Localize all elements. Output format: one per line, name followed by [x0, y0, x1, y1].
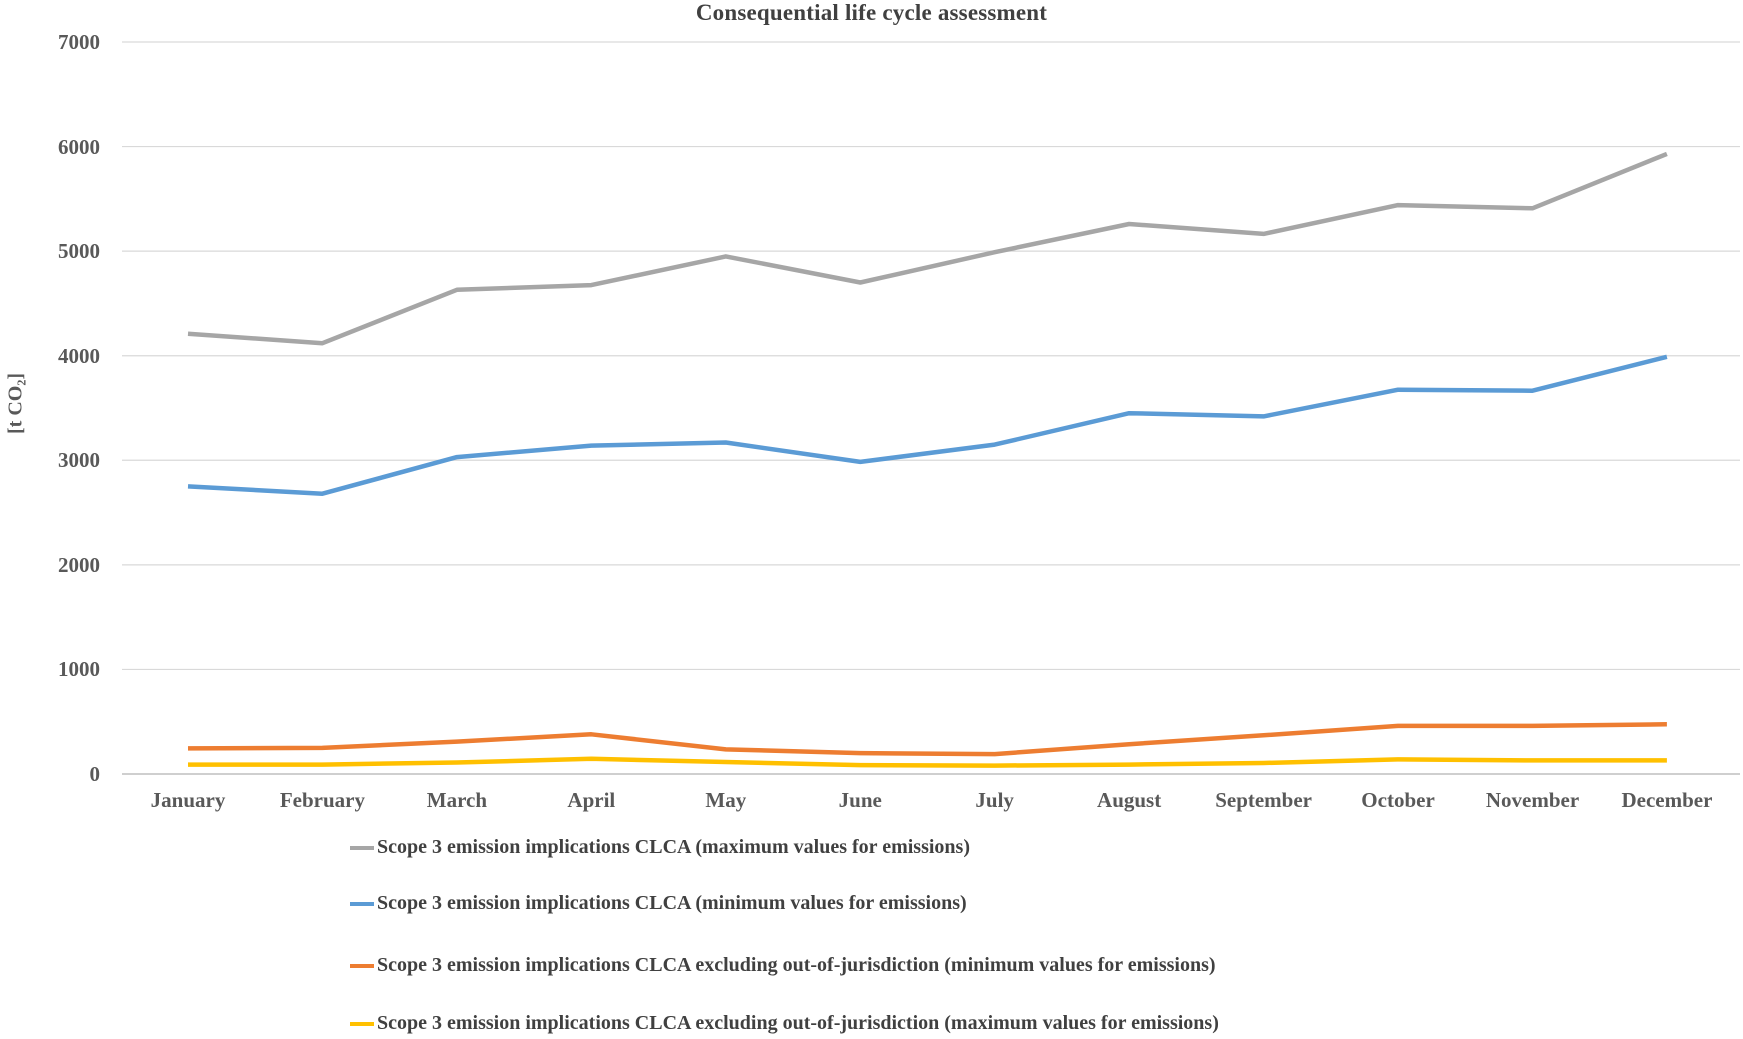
series-line-clca-max: [187, 151, 1668, 346]
legend-line-swatch-clca-min: [350, 901, 374, 906]
chart-title: Consequential life cycle assessment: [695, 0, 1048, 25]
x-tick-label-april: April: [567, 788, 616, 812]
legend-label: Scope 3 emission implications CLCA exclu…: [377, 954, 1216, 976]
legend-item-clca-excl-min: Scope 3 emission implications CLCA exclu…: [350, 954, 1216, 977]
series-line-clca-excl-jurisdiction-max: [188, 756, 1667, 768]
legend-item-clca-min: Scope 3 emission implications CLCA (mini…: [350, 892, 967, 915]
x-tick-label-january: January: [150, 788, 226, 812]
y-tick-label: 3000: [58, 448, 100, 473]
x-tick-label-may: May: [705, 788, 747, 812]
x-tick-label-june: June: [838, 788, 882, 812]
legend-line-swatch-clca-excl-max: [350, 1021, 374, 1026]
x-tick-label-september: September: [1215, 788, 1312, 812]
y-tick-label: 5000: [58, 239, 100, 264]
y-tick-label: 4000: [58, 343, 100, 368]
x-tick-label-july: July: [975, 788, 1014, 812]
x-tick-label-december: December: [1621, 788, 1713, 812]
legend-item-clca-max: Scope 3 emission implications CLCA (maxi…: [350, 836, 970, 859]
legend-label: Scope 3 emission implications CLCA (mini…: [377, 892, 967, 914]
y-tick-label: 0: [89, 762, 101, 786]
x-tick-label-february: February: [279, 788, 366, 812]
legend-label: Scope 3 emission implications CLCA exclu…: [377, 1012, 1219, 1034]
legend-line-swatch-clca-excl-min: [350, 963, 374, 968]
legend-label: Scope 3 emission implications CLCA (maxi…: [377, 836, 970, 858]
series-line-clca-min: [187, 354, 1668, 496]
y-tick-label: 2000: [58, 552, 100, 577]
legend-item-clca-excl-max: Scope 3 emission implications CLCA exclu…: [350, 1012, 1219, 1035]
x-tick-label-october: October: [1361, 788, 1435, 812]
y-tick-label: 7000: [58, 30, 100, 54]
legend-line-swatch-clca-max: [350, 845, 374, 850]
series-line-clca-excl-jurisdiction-min: [187, 722, 1667, 757]
x-tick-label-november: November: [1485, 788, 1580, 812]
y-tick-label: 6000: [58, 134, 100, 159]
y-tick-label: 1000: [58, 657, 100, 682]
x-tick-label-august: August: [1097, 788, 1162, 812]
x-tick-label-march: March: [426, 788, 488, 812]
